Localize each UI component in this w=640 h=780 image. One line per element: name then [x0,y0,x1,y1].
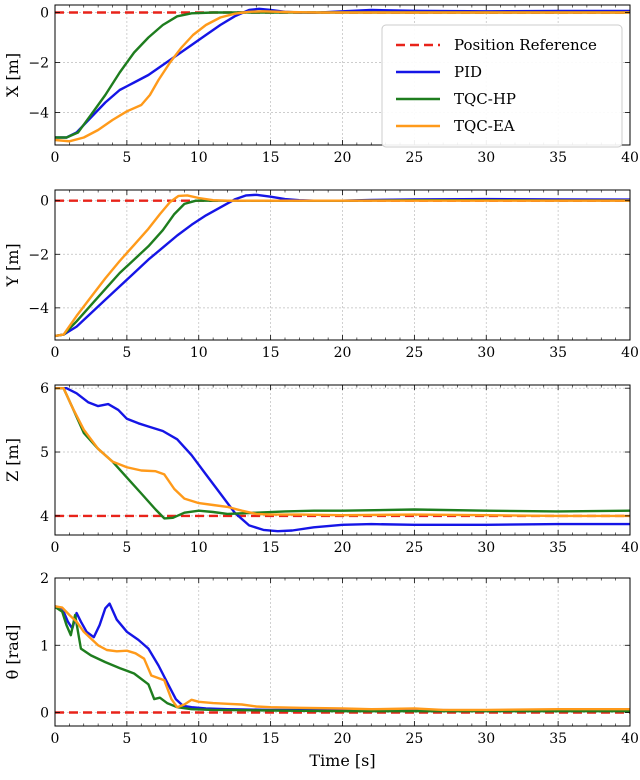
x-tick-label: 35 [549,731,567,747]
x-tick-label: 20 [334,150,352,166]
subplot-4: 0 5 10 15 20 25 30 35 40 0 1 2 θ [rad] Time [s] [3,571,639,770]
y-tick-label: −2 [28,56,49,72]
x-tick-label: 15 [262,150,280,166]
subplot-2: 0 5 10 15 20 25 30 35 40 0 −2 −4 Y [m] [3,189,639,361]
x-tick-label: 10 [190,345,208,361]
x-tick-label: 0 [51,345,60,361]
y-axis-label: X [m] [3,53,22,97]
x-tick-label: 25 [405,150,423,166]
series-line-tqc-ea [55,605,630,712]
y-tick-label: −2 [28,247,49,263]
y-tick-label: 2 [40,571,49,587]
y-axis-label: Z [m] [3,438,22,482]
x-tick-label: 0 [51,540,60,556]
x-tick-label: 35 [549,540,567,556]
legend-label: TQC-EA [454,117,515,135]
y-tick-label: −4 [28,301,49,317]
x-tick-label: 40 [621,731,639,747]
series-line-tqc-hp [55,605,630,713]
x-tick-label: 25 [405,540,423,556]
y-tick-label: 5 [40,445,49,461]
x-tick-label: 30 [477,150,495,166]
x-axis-label: Time [s] [309,751,375,770]
y-tick-label: 0 [40,706,49,722]
x-tick-label: 5 [122,731,131,747]
series-line-pid [55,387,630,533]
x-tick-label: 15 [262,345,280,361]
x-tick-label: 10 [190,540,208,556]
legend: Position Reference PID TQC-HP TQC-EA [381,24,623,148]
legend-label: TQC-HP [454,90,516,108]
x-tick-label: 40 [621,345,639,361]
y-tick-label: 1 [40,638,49,654]
x-tick-label: 5 [122,345,131,361]
y-tick-label: 6 [40,381,49,397]
y-axis-label: θ [rad] [3,625,22,680]
y-tick-label: −4 [28,106,49,122]
subplot-1: 0 5 10 15 20 25 30 35 40 0 −2 −4 X [m] Position Refer… [3,4,639,166]
x-tick-label: 0 [51,731,60,747]
x-tick-label: 40 [621,540,639,556]
x-tick-label: 0 [51,150,60,166]
x-tick-label: 35 [549,345,567,361]
y-tick-label: 0 [40,6,49,22]
x-tick-label: 20 [334,540,352,556]
x-tick-label: 25 [405,345,423,361]
x-tick-label: 25 [405,731,423,747]
y-tick-label: 0 [40,194,49,210]
x-tick-label: 15 [262,540,280,556]
x-tick-label: 10 [190,150,208,166]
x-tick-label: 10 [190,731,208,747]
legend-label: PID [454,63,482,81]
legend-box [381,24,623,148]
series-line-tqc-ea [55,387,630,518]
x-tick-label: 35 [549,150,567,166]
x-tick-label: 30 [477,345,495,361]
series-line-pid [55,7,630,139]
x-tick-label: 20 [334,345,352,361]
x-tick-label: 30 [477,540,495,556]
x-tick-label: 30 [477,731,495,747]
x-tick-label: 40 [621,150,639,166]
x-tick-label: 20 [334,731,352,747]
x-tick-label: 5 [122,540,131,556]
y-tick-label: 4 [40,509,49,525]
series-line-tqc-ea [55,10,630,143]
x-tick-label: 5 [122,150,131,166]
y-axis-label: Y [m] [3,243,22,287]
series-line-tqc-ea [55,194,630,338]
x-tick-label: 15 [262,731,280,747]
plot-frame [54,384,631,536]
legend-label: Position Reference [454,36,597,54]
